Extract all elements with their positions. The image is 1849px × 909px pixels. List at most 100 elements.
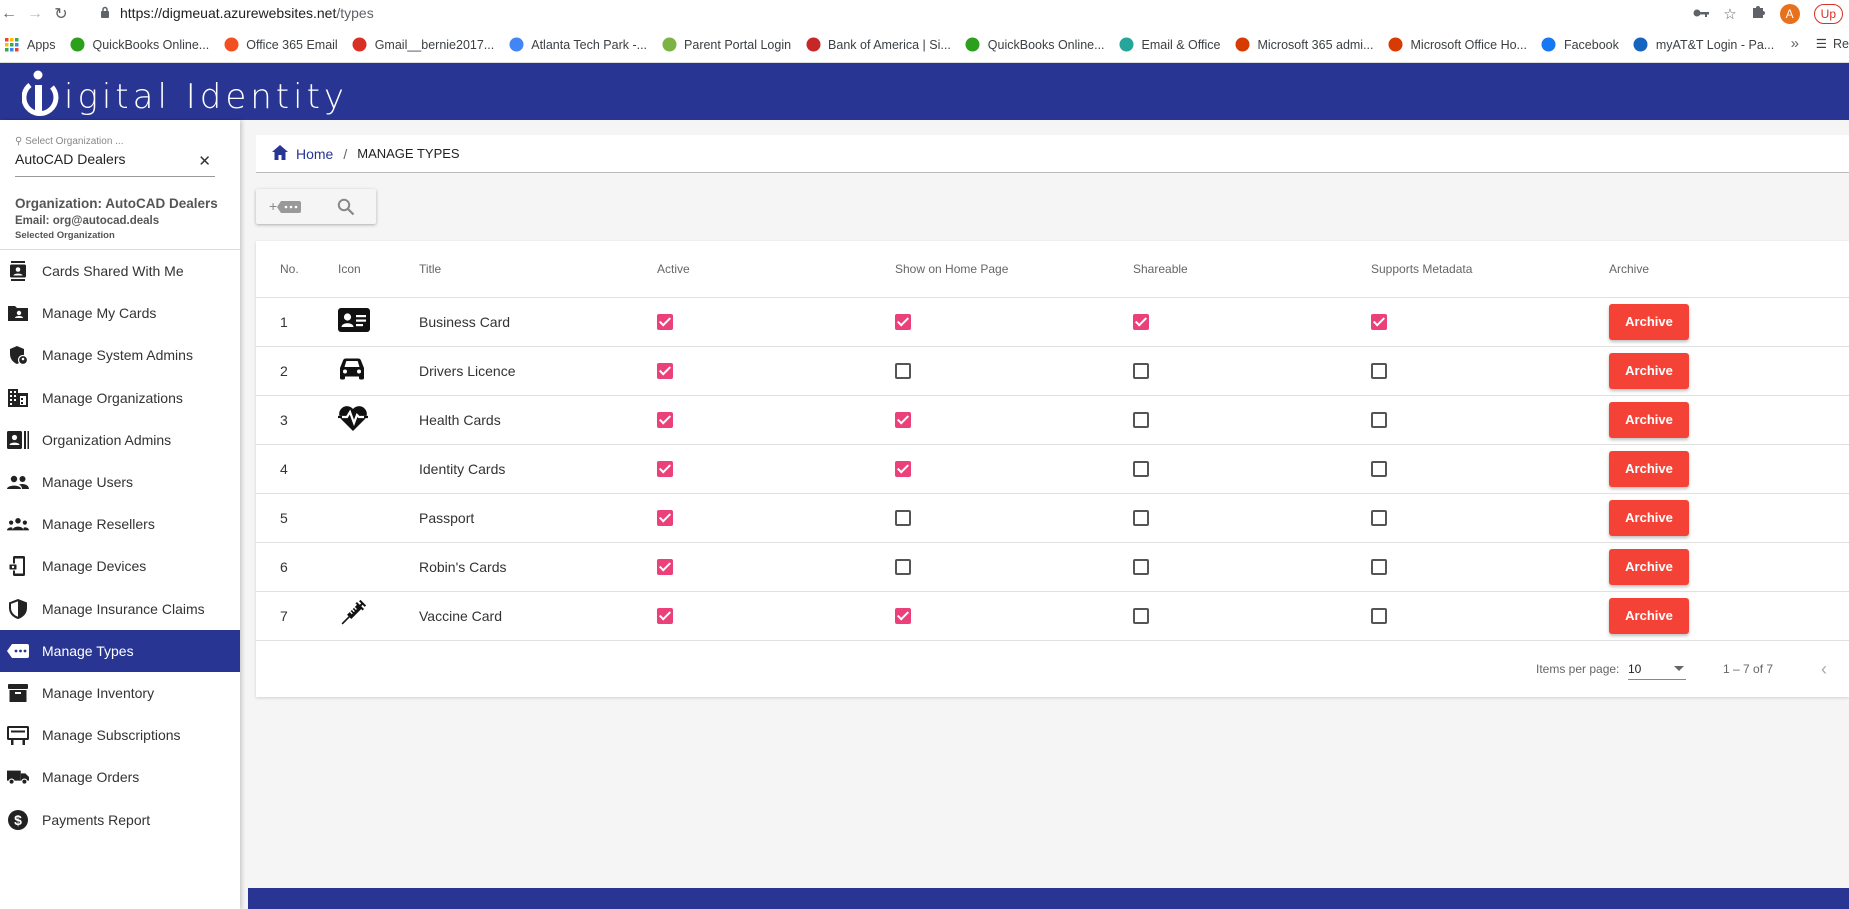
bookmark-item[interactable]: Office 365 Email: [223, 37, 338, 53]
metadata-checkbox[interactable]: [1371, 608, 1387, 625]
bookmark-item[interactable]: QuickBooks Online...: [965, 37, 1105, 53]
search-icon: [337, 198, 355, 215]
active-checkbox[interactable]: [657, 363, 673, 380]
forward-arrow-icon[interactable]: →: [27, 4, 43, 22]
bookmark-item[interactable]: Microsoft 365 admi...: [1234, 37, 1374, 53]
home-checkbox[interactable]: [895, 461, 911, 478]
sidebar-item-manage-system-admins[interactable]: Manage System Admins: [0, 334, 240, 376]
metadata-checkbox[interactable]: [1371, 461, 1387, 478]
back-arrow-icon[interactable]: ←: [1, 4, 17, 22]
archive-button[interactable]: Archive: [1609, 597, 1689, 634]
reload-icon[interactable]: ↻: [54, 5, 68, 23]
cell-icon: [338, 346, 419, 396]
metadata-checkbox[interactable]: [1371, 314, 1387, 331]
home-checkbox[interactable]: [895, 412, 911, 429]
add-type-button[interactable]: +: [256, 189, 316, 224]
bookmark-item[interactable]: Facebook: [1541, 37, 1619, 53]
archive-button[interactable]: Archive: [1609, 352, 1689, 389]
sidebar-item-label: Manage Organizations: [42, 389, 183, 406]
items-per-page-select[interactable]: 10: [1628, 658, 1686, 680]
cell-active: [657, 591, 895, 641]
cell-home: [895, 444, 1133, 494]
metadata-checkbox[interactable]: [1371, 412, 1387, 429]
sidebar-item-manage-insurance-claims[interactable]: Manage Insurance Claims: [0, 588, 240, 630]
active-checkbox[interactable]: [657, 559, 673, 576]
password-key-icon[interactable]: [1693, 5, 1710, 22]
cell-shareable: [1133, 444, 1371, 494]
app-logo[interactable]: igital Identity: [21, 67, 348, 117]
organization-select[interactable]: ⚲ Select Organization ... AutoCAD Dealer…: [15, 136, 215, 177]
sidebar-item-manage-subscriptions[interactable]: Manage Subscriptions: [0, 714, 240, 756]
metadata-checkbox[interactable]: [1371, 363, 1387, 380]
shareable-checkbox[interactable]: [1133, 559, 1149, 576]
active-checkbox[interactable]: [657, 412, 673, 429]
sidebar-item-manage-users[interactable]: Manage Users: [0, 461, 240, 503]
org-select-value[interactable]: AutoCAD Dealers: [15, 151, 126, 167]
sidebar-item-payments-report[interactable]: $ Payments Report: [0, 798, 240, 840]
update-button[interactable]: Up: [1813, 3, 1843, 24]
archive-button[interactable]: Archive: [1609, 450, 1689, 487]
home-checkbox[interactable]: [895, 314, 911, 331]
active-checkbox[interactable]: [657, 461, 673, 478]
svg-text:+: +: [269, 198, 277, 214]
breadcrumb-current: MANAGE TYPES: [357, 146, 460, 161]
col-active: Active: [657, 241, 895, 298]
bookmark-item[interactable]: myAT&T Login - Pa...: [1633, 37, 1774, 53]
bookmark-item[interactable]: Apps: [4, 37, 56, 53]
home-icon[interactable]: [272, 144, 288, 163]
sidebar-item-manage-inventory[interactable]: Manage Inventory: [0, 672, 240, 714]
business-card-icon: [338, 308, 370, 332]
bookmark-item[interactable]: QuickBooks Online...: [70, 37, 209, 53]
sidebar-item-manage-types[interactable]: Manage Types: [0, 629, 240, 672]
cell-metadata: [1371, 346, 1609, 396]
table-row: 6 Robin's Cards Archive: [256, 542, 1849, 592]
home-checkbox[interactable]: [895, 608, 911, 625]
metadata-checkbox[interactable]: [1371, 510, 1387, 527]
shareable-checkbox[interactable]: [1133, 412, 1149, 429]
home-checkbox[interactable]: [895, 510, 911, 527]
home-checkbox[interactable]: [895, 363, 911, 380]
active-checkbox[interactable]: [657, 608, 673, 625]
sidebar-item-manage-resellers[interactable]: Manage Resellers: [0, 503, 240, 545]
archive-button[interactable]: Archive: [1609, 548, 1689, 585]
sidebar-item-manage-my-cards[interactable]: Manage My Cards: [0, 292, 240, 334]
url-field[interactable]: https://digmeuat.azurewebsites.net/types: [100, 2, 1739, 24]
users-icon: [7, 471, 29, 493]
shareable-checkbox[interactable]: [1133, 510, 1149, 527]
sidebar-item-organization-admins[interactable]: Organization Admins: [0, 419, 240, 461]
shareable-checkbox[interactable]: [1133, 314, 1149, 331]
sidebar-item-cards-shared-with-me[interactable]: Cards Shared With Me: [0, 250, 240, 292]
prev-page-icon[interactable]: ‹: [1821, 658, 1827, 679]
reading-list-button[interactable]: ☰ Re: [1816, 36, 1849, 52]
bookmark-item[interactable]: Parent Portal Login: [661, 37, 791, 53]
bookmark-star-icon[interactable]: ☆: [1723, 5, 1737, 23]
breadcrumb-home-link[interactable]: Home: [296, 145, 334, 162]
cell-title: Business Card: [419, 297, 657, 347]
active-checkbox[interactable]: [657, 510, 673, 527]
home-checkbox[interactable]: [895, 559, 911, 576]
shareable-checkbox[interactable]: [1133, 461, 1149, 478]
bookmark-item[interactable]: Email & Office: [1119, 37, 1220, 53]
extensions-puzzle-icon[interactable]: [1751, 4, 1766, 23]
bookmark-item[interactable]: Atlanta Tech Park -...: [508, 37, 647, 53]
cell-archive: Archive: [1609, 591, 1849, 641]
items-per-page-label: Items per page:: [1536, 662, 1620, 676]
sidebar-item-manage-devices[interactable]: Manage Devices: [0, 545, 240, 587]
sidebar-item-manage-orders[interactable]: Manage Orders: [0, 756, 240, 798]
clear-icon[interactable]: ✕: [198, 153, 211, 170]
bookmark-item[interactable]: Gmail__bernie2017...: [352, 37, 494, 53]
archive-button[interactable]: Archive: [1609, 499, 1689, 536]
sidebar-item-manage-organizations[interactable]: Manage Organizations: [0, 377, 240, 419]
active-checkbox[interactable]: [657, 314, 673, 331]
bookmark-item[interactable]: Bank of America | Si...: [805, 37, 951, 53]
profile-avatar[interactable]: A: [1779, 3, 1800, 24]
bookmarks-more-icon[interactable]: »: [1790, 35, 1799, 52]
cell-active: [657, 346, 895, 396]
shareable-checkbox[interactable]: [1133, 608, 1149, 625]
archive-button[interactable]: Archive: [1609, 303, 1689, 340]
search-button[interactable]: [316, 189, 376, 224]
shareable-checkbox[interactable]: [1133, 363, 1149, 380]
metadata-checkbox[interactable]: [1371, 559, 1387, 576]
bookmark-item[interactable]: Microsoft Office Ho...: [1388, 37, 1527, 53]
archive-button[interactable]: Archive: [1609, 401, 1689, 438]
